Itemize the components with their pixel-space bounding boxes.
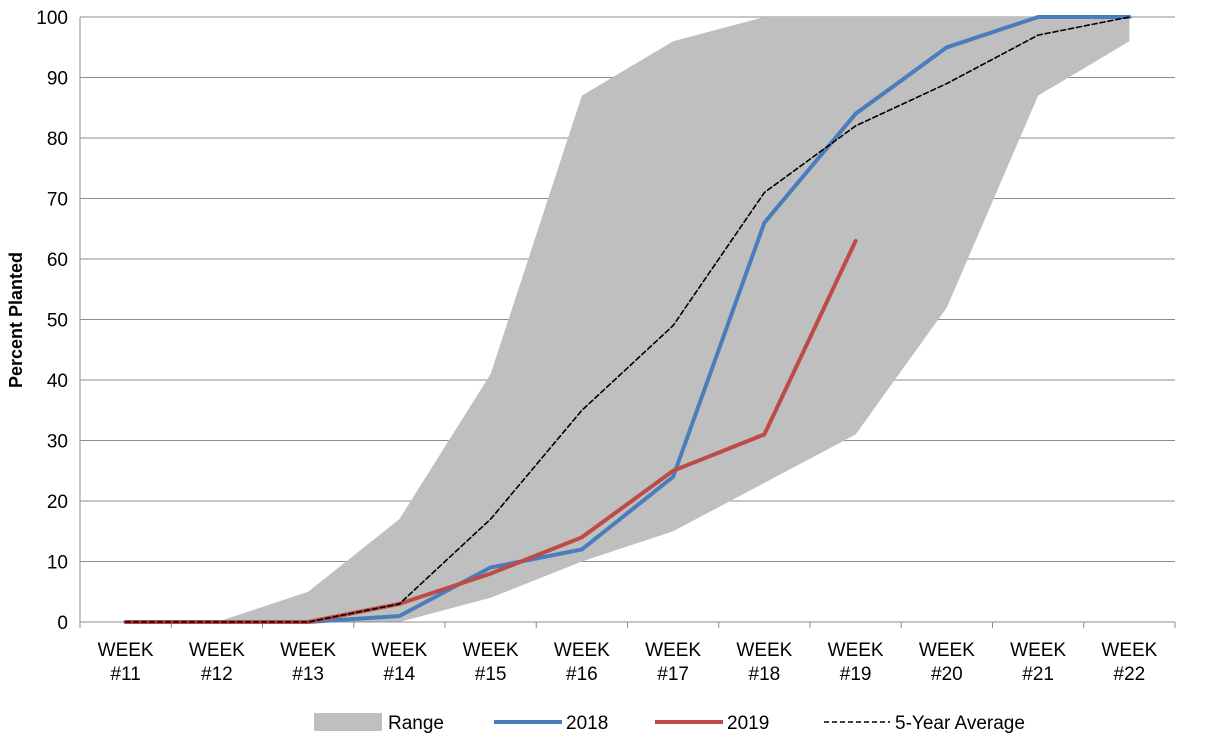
x-tick-label: WEEK #13 (280, 640, 336, 685)
x-tick-label: WEEK #16 (554, 640, 610, 685)
range-area (125, 17, 1130, 622)
series-line-5-year-average (124, 16, 1131, 623)
y-tick-labels: 0 10 20 30 40 50 60 70 80 90 100 (36, 8, 68, 634)
y-tick-label: 20 (47, 492, 68, 513)
x-tick-label: WEEK #12 (189, 640, 245, 685)
y-tick-label: 0 (57, 613, 68, 634)
y-tick-label: 60 (47, 250, 68, 271)
y-tick-label: 50 (47, 311, 68, 332)
legend-label-2018: 2018 (566, 713, 608, 734)
x-tick-label: WEEK #20 (919, 640, 975, 685)
legend-label-5-year-average: 5-Year Average (895, 713, 1025, 734)
y-axis-title: Percent Planted (6, 252, 26, 388)
series-lines (123, 15, 1132, 624)
x-tick-label: WEEK #15 (463, 640, 519, 685)
x-tick-label: WEEK #22 (1101, 640, 1157, 685)
x-tick-label: WEEK #11 (98, 640, 154, 685)
y-tick-label: 100 (36, 8, 68, 29)
x-tick-label: WEEK #17 (645, 640, 701, 685)
legend-label-2019: 2019 (727, 713, 769, 734)
y-tick-label: 90 (47, 69, 68, 90)
legend-swatch-range (314, 713, 382, 731)
y-tick-label: 40 (47, 371, 68, 392)
x-tick-label: WEEK #21 (1010, 640, 1066, 685)
y-tick-label: 80 (47, 129, 68, 150)
range-band (125, 17, 1130, 622)
legend-label-range: Range (388, 713, 444, 734)
x-tick-label: WEEK #18 (736, 640, 792, 685)
x-tick-label: WEEK #14 (371, 640, 427, 685)
y-tick-label: 10 (47, 553, 68, 574)
x-tick-label: WEEK #19 (828, 640, 884, 685)
x-tick-labels: WEEK #11 WEEK #12 WEEK #13 WEEK #14 WEEK #15 WEEK #… (98, 640, 1158, 685)
legend: Range 2018 2019 5-Year Average (314, 713, 1025, 734)
y-tick-label: 30 (47, 432, 68, 453)
y-tick-label: 70 (47, 190, 68, 211)
